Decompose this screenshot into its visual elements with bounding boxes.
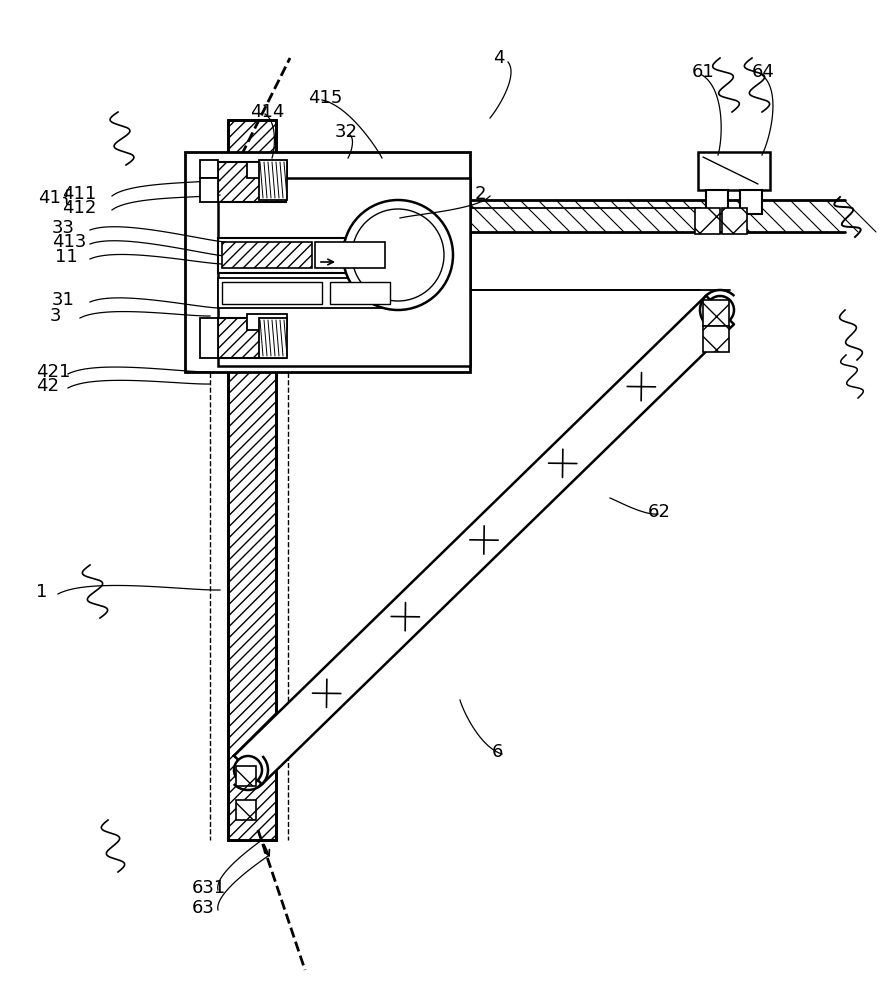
Bar — [722, 208, 747, 234]
Bar — [228, 120, 276, 840]
Text: 413: 413 — [52, 233, 87, 251]
Bar — [236, 766, 256, 786]
Bar — [740, 190, 762, 214]
Text: 62: 62 — [648, 503, 671, 521]
Bar — [698, 152, 770, 190]
Bar — [259, 318, 287, 358]
Text: 31: 31 — [52, 291, 75, 309]
Text: 4: 4 — [493, 49, 505, 67]
Text: 412: 412 — [62, 199, 96, 217]
Circle shape — [706, 296, 734, 324]
Bar — [703, 300, 729, 326]
Bar — [218, 318, 286, 358]
Text: 415: 415 — [308, 89, 342, 107]
Bar — [218, 278, 403, 308]
Bar — [236, 800, 256, 820]
Bar — [200, 160, 218, 178]
Text: 3: 3 — [50, 307, 62, 325]
Bar — [330, 282, 390, 304]
Polygon shape — [234, 296, 734, 784]
Circle shape — [234, 756, 262, 784]
Bar — [247, 314, 287, 330]
Bar — [259, 160, 287, 200]
Bar — [218, 178, 470, 366]
Text: 414: 414 — [250, 103, 285, 121]
Bar — [706, 190, 728, 214]
Text: 11: 11 — [55, 248, 78, 266]
Bar — [222, 242, 312, 268]
Text: 42: 42 — [36, 377, 59, 395]
Text: 411: 411 — [62, 185, 96, 203]
Circle shape — [343, 200, 453, 310]
Text: 63: 63 — [192, 899, 215, 917]
Bar — [695, 208, 720, 234]
Bar — [218, 162, 286, 202]
Bar — [218, 238, 403, 273]
Circle shape — [352, 209, 444, 301]
Text: 33: 33 — [52, 219, 75, 237]
Bar — [185, 152, 470, 372]
Text: 421: 421 — [36, 363, 71, 381]
Bar — [200, 318, 218, 358]
Text: 32: 32 — [335, 123, 358, 141]
Text: 2: 2 — [475, 185, 486, 203]
Text: 64: 64 — [752, 63, 775, 81]
Text: 1: 1 — [36, 583, 48, 601]
Bar — [703, 326, 729, 352]
Bar — [200, 178, 218, 202]
Text: 41{: 41{ — [38, 189, 72, 207]
Bar — [315, 242, 385, 268]
Text: 6: 6 — [492, 743, 503, 761]
Text: 61: 61 — [692, 63, 715, 81]
Bar — [247, 162, 287, 178]
Bar — [222, 282, 322, 304]
Text: 631: 631 — [192, 879, 226, 897]
